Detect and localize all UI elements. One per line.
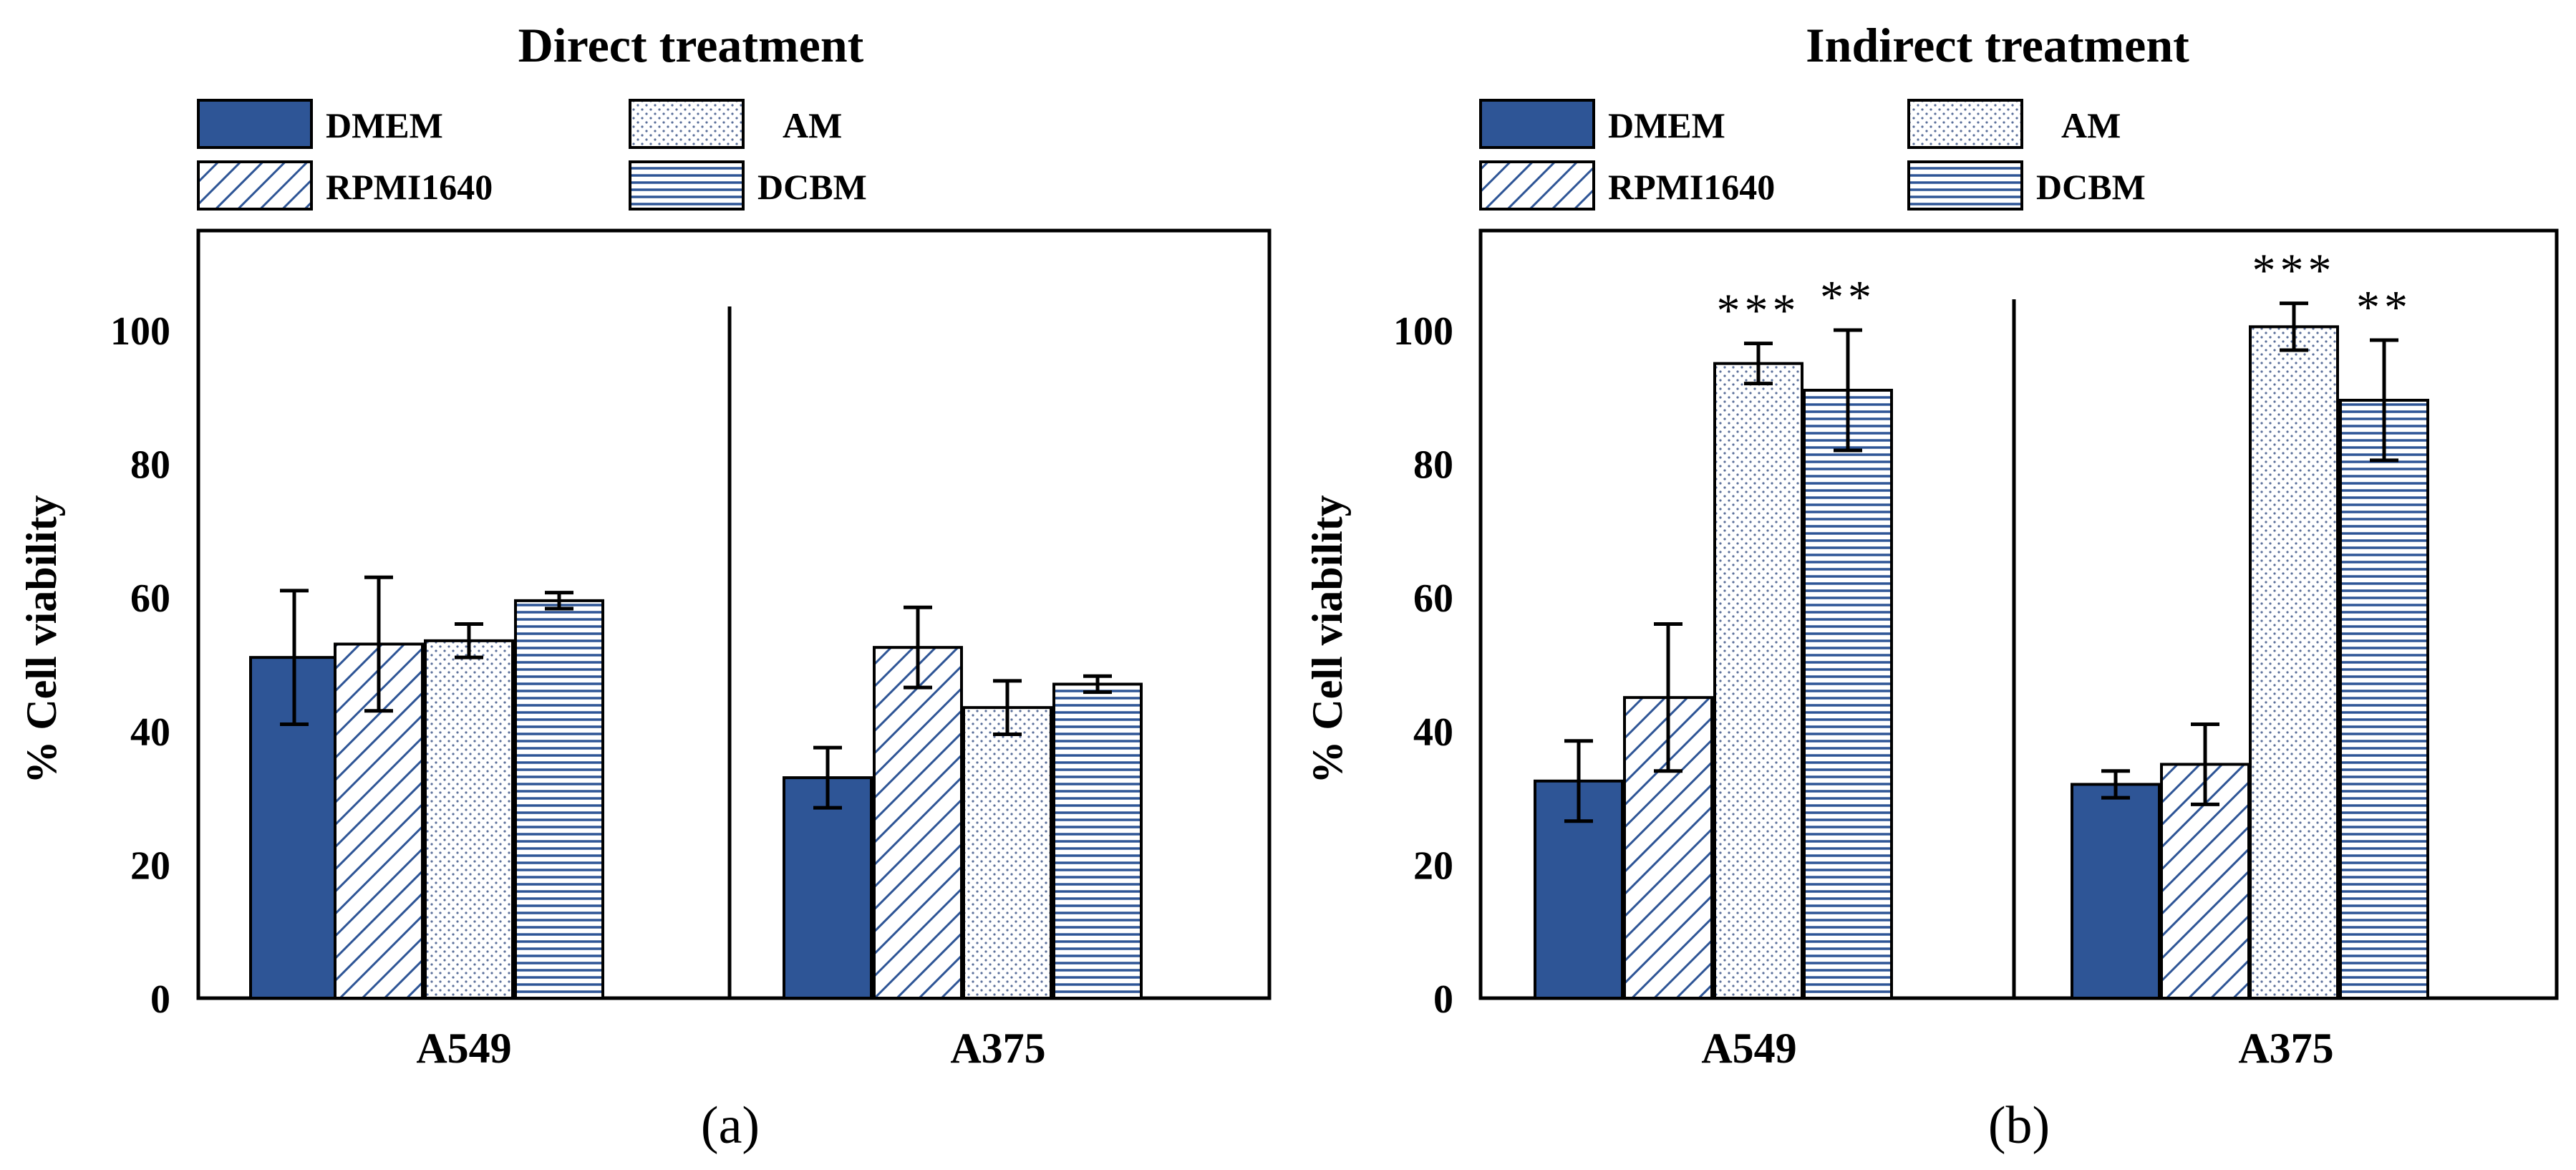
legend-swatch-dcbm: [629, 160, 745, 211]
significance-marker: ***: [1717, 285, 1801, 337]
y-axis-label-b: % Cell viability: [1304, 495, 1351, 783]
bar-a549-am: [1713, 362, 1803, 1000]
y-tick-label: 20: [1413, 843, 1453, 888]
y-tick-label: 40: [1413, 710, 1453, 755]
bar-a549-dcbm: [1803, 388, 1893, 1000]
bars-a: [249, 575, 1143, 1000]
legend-label-dcbm: DCBM: [2036, 167, 2146, 207]
legend-swatch-am: [629, 99, 745, 149]
bar-a375-dmem: [2071, 783, 2161, 1000]
bar-a549-dmem: [1534, 779, 1624, 1000]
chart-title-a: Direct treatment: [518, 18, 864, 72]
y-ticks-a: 0 20 40 60 80 100: [110, 309, 170, 1022]
chart-panel-a: Direct treatment DMEM RPMI1640 AM DCBM % Ce…: [18, 18, 1272, 1155]
bar-a549-am: [424, 639, 514, 1000]
category-label-a549-a: A549: [416, 1025, 511, 1072]
legend-label-dmem: DMEM: [1608, 105, 1725, 145]
legend-label-dmem: DMEM: [326, 105, 443, 145]
y-tick-label: 60: [1413, 576, 1453, 621]
plot-frame-b: [1478, 228, 2559, 1000]
chart-panel-b: Indirect treatment DMEM RPMI1640 AM DCBM % …: [1304, 18, 2559, 1155]
legend-swatch-rpmi1640: [197, 160, 313, 211]
category-label-a549-b: A549: [1701, 1025, 1796, 1072]
bar-a375-am: [962, 706, 1052, 1000]
y-tick-label: 100: [1393, 309, 1453, 354]
bar-a375-dcbm: [1052, 682, 1143, 1000]
significance-marker: **: [1820, 271, 1876, 324]
legend-swatch-am: [1907, 99, 2023, 149]
legend-b: DMEM RPMI1640 AM DCBM: [1479, 99, 2146, 211]
legend-label-am: AM: [783, 105, 842, 145]
bar-a375-am: [2249, 325, 2339, 1000]
y-tick-label: 80: [1413, 443, 1453, 488]
y-tick-label: 0: [1433, 977, 1453, 1022]
legend-swatch-dmem: [197, 99, 313, 149]
bar-a375-dcbm: [2339, 398, 2429, 1000]
significance-marker: ***: [2252, 245, 2336, 297]
y-ticks-b: 0 20 40 60 80 100: [1393, 309, 1453, 1022]
bar-a375-dmem: [783, 776, 873, 1000]
y-tick-label: 60: [130, 576, 170, 621]
chart-title-b: Indirect treatment: [1806, 18, 2189, 72]
plot-frame-a: [196, 228, 1272, 1000]
y-tick-label: 100: [110, 309, 170, 354]
y-tick-label: 20: [130, 843, 170, 888]
bar-a549-dcbm: [514, 599, 604, 1000]
category-label-a375-b: A375: [2238, 1025, 2333, 1072]
y-axis-label-a: % Cell viability: [18, 495, 65, 783]
bars-b: *** *******: [1534, 245, 2429, 1000]
panel-label-a: (a): [701, 1096, 760, 1155]
bar-a375-rpmi1640: [873, 646, 963, 1000]
legend-label-rpmi1640: RPMI1640: [326, 167, 493, 207]
category-label-a375-a: A375: [950, 1025, 1045, 1072]
legend-swatch-dmem: [1479, 99, 1595, 149]
legend-swatch-dcbm: [1907, 160, 2023, 211]
legend-label-rpmi1640: RPMI1640: [1608, 167, 1775, 207]
y-tick-label: 40: [130, 710, 170, 755]
y-tick-label: 0: [150, 977, 170, 1022]
legend-swatch-rpmi1640: [1479, 160, 1595, 211]
panel-label-b: (b): [1988, 1096, 2050, 1155]
y-tick-label: 80: [130, 443, 170, 488]
significance-marker: **: [2356, 281, 2412, 334]
legend-label-am: AM: [2061, 105, 2121, 145]
legend-a: DMEM RPMI1640 AM DCBM: [197, 99, 867, 211]
legend-label-dcbm: DCBM: [757, 167, 867, 207]
